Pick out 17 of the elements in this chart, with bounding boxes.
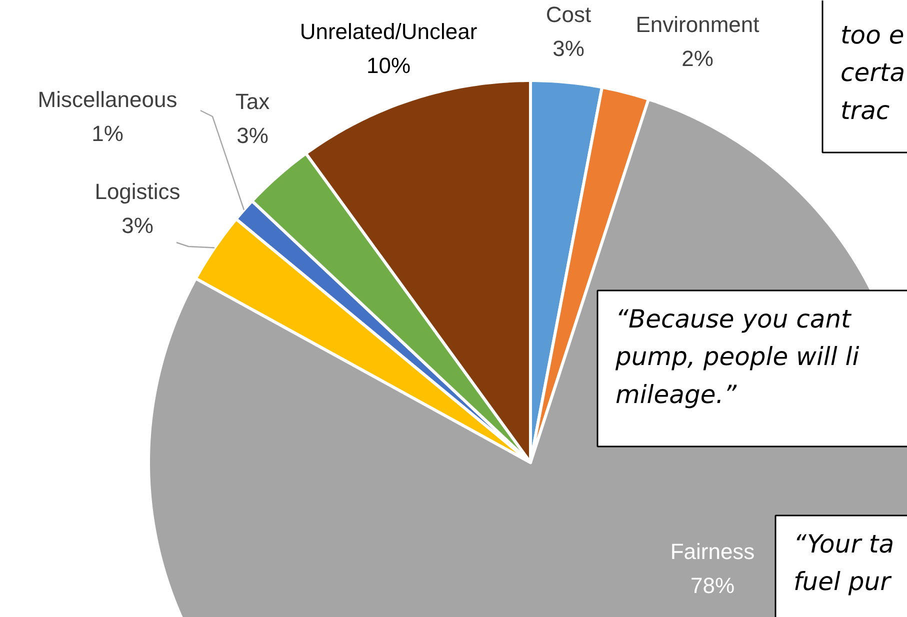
data-label: 1% [92, 120, 124, 146]
slice-label: Logistics [94, 179, 180, 204]
data-label: 2% [682, 46, 714, 71]
data-label: 3% [552, 36, 584, 61]
text: “Your ta fuel pur [794, 530, 894, 596]
data-label: 78% [690, 572, 735, 598]
slice-label: Tax [235, 89, 270, 114]
slice-label: Unrelated/Unclear [300, 19, 478, 44]
data-label: 10% [366, 52, 411, 78]
slice-label: Fairness [670, 539, 755, 564]
slice-label: Environment [636, 12, 760, 38]
slice-label: Miscellaneous [38, 87, 178, 112]
data-label: 3% [236, 122, 268, 148]
text: too e certa trac [840, 20, 906, 125]
data-label: 3% [122, 212, 154, 238]
text: “Because you cant pump, people will li mileage.” [614, 304, 860, 409]
slice-label: Cost [546, 2, 592, 28]
